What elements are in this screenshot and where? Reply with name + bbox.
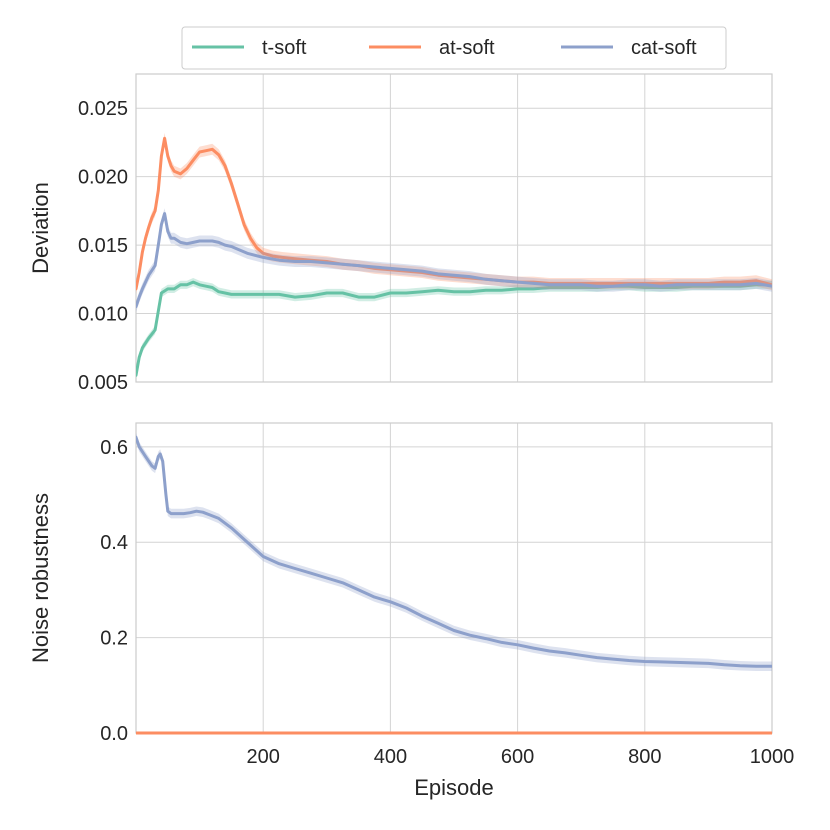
deviation-panel: 0.005 0.010 0.015 0.020 0.025 Deviation	[28, 73, 773, 394]
legend-label-cat-soft: cat-soft	[631, 37, 697, 59]
noise-ytick-label-3: 0.6	[100, 437, 128, 459]
noise-xtick-label-4: 1000	[750, 746, 795, 768]
noise-ytick-label-1: 0.2	[100, 628, 128, 650]
noise-xtick-label-0: 200	[247, 746, 280, 768]
deviation-ytick-label-0: 0.005	[78, 372, 128, 394]
noise-line-cat-soft	[136, 435, 772, 668]
deviation-band-at-soft	[136, 132, 772, 295]
deviation-line-cat-soft	[136, 212, 772, 309]
noise-xtick-label-3: 800	[628, 746, 661, 768]
deviation-ytick-label-4: 0.025	[78, 98, 128, 120]
deviation-line-t-soft	[136, 280, 772, 377]
legend-label-t-soft: t-soft	[262, 37, 307, 59]
noise-ylabel: Noise robustness	[28, 493, 53, 663]
noise-xtick-label-2: 600	[501, 746, 534, 768]
noise-xtick-label-1: 400	[374, 746, 407, 768]
legend-label-at-soft: at-soft	[439, 37, 495, 59]
noise-xlabel: Episode	[414, 775, 494, 800]
deviation-ylabel: Deviation	[28, 182, 53, 274]
noise-ytick-label-2: 0.4	[100, 532, 128, 554]
noise-plot-frame	[135, 422, 773, 734]
legend: t-soft at-soft cat-soft	[181, 26, 727, 70]
noise-ytick-label-0: 0.0	[100, 723, 128, 745]
legend-box	[181, 26, 727, 70]
deviation-plot-frame	[135, 73, 773, 383]
deviation-line-at-soft	[136, 136, 772, 291]
noise-band-cat-soft	[136, 432, 772, 671]
deviation-ytick-label-2: 0.015	[78, 235, 128, 257]
deviation-ytick-label-3: 0.020	[78, 167, 128, 189]
deviation-ytick-label-1: 0.010	[78, 304, 128, 326]
noise-robustness-panel: 0.0 0.2 0.4 0.6 200 400 600 800 1000 Noise robust…	[28, 422, 795, 800]
deviation-band-t-soft	[136, 278, 772, 380]
